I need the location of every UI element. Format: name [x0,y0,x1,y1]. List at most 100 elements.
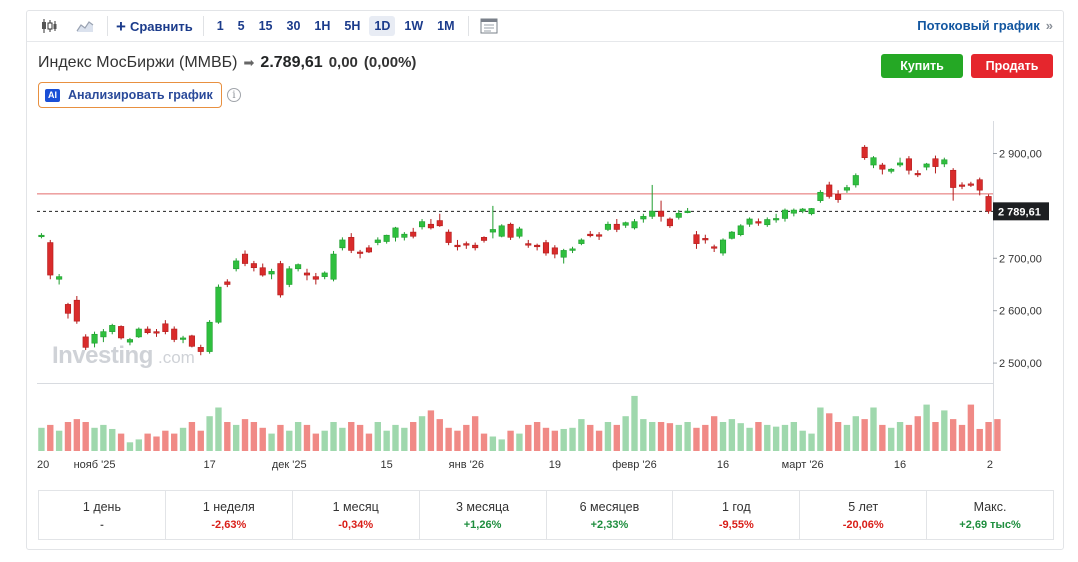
volume-bar [135,439,142,451]
candle-body [392,227,399,238]
volume-bar [764,424,771,451]
candle-body [773,218,780,221]
interval-button-15[interactable]: 15 [258,19,273,33]
volume-bar [719,422,727,451]
candle-body [303,272,311,276]
interval-button-1h[interactable]: 1H [314,19,331,33]
y-tick-label: 2 700,00 [999,253,1042,265]
candle-body [843,187,850,191]
candle-body [755,221,762,224]
volume-bar [55,430,63,451]
x-tick-label: март '26 [782,459,824,471]
candle-body [923,163,930,168]
period-cell[interactable]: 1 неделя -2,63% [166,491,293,539]
period-cell[interactable]: 5 лет -20,06% [800,491,928,539]
volume-bar [171,433,178,451]
volume-bar [224,422,231,451]
candle-body [870,157,877,166]
candle-body [746,218,753,225]
candle-body [985,196,992,212]
volume-bar [710,416,718,451]
candle-body [277,263,284,296]
volume-bar [746,427,753,451]
candle-body [551,247,558,255]
instrument-name: Индекс МосБиржи (MMBБ) [38,54,238,71]
volume-bar [941,410,948,451]
period-label: 3 месяца [456,499,510,514]
period-value: - [100,518,104,531]
volume-bar [250,422,258,451]
volume-bar [348,422,355,451]
period-value: -2,63% [211,518,247,531]
sell-button[interactable]: Продать [971,54,1053,78]
analyze-chart-button[interactable]: AI Анализировать график [38,82,222,108]
info-icon[interactable]: i [227,88,241,102]
interval-button-1w[interactable]: 1W [404,19,424,33]
volume-bar [684,422,691,451]
candle-body [622,222,629,226]
candle-body [162,323,169,332]
volume-bar [339,427,346,451]
interval-button-30[interactable]: 30 [286,19,301,33]
x-tick-label: дек '25 [272,459,307,471]
candle-body [374,239,381,243]
plus-icon: + [116,16,126,36]
candle-body [135,328,142,338]
volume-bar [649,422,656,451]
volume-bar [259,427,266,451]
candle-body [180,337,187,340]
period-cell[interactable]: 6 месяцев +2,33% [547,491,674,539]
period-cell[interactable]: 3 месяца +1,26% [420,491,547,539]
period-label: 5 лет [848,499,879,514]
volume-bar [471,416,479,451]
candlestick-icon[interactable] [39,17,59,35]
compare-button[interactable]: + Сравнить [116,18,193,35]
volume-bar [480,433,488,451]
candle-body [47,242,54,276]
candle-body [91,333,98,344]
candle-body [489,229,496,233]
volume-bar [38,427,45,451]
volume-bar [604,422,612,451]
interval-button-5[interactable]: 5 [237,19,245,33]
volume-bar [932,422,939,451]
candle-body [879,164,886,170]
period-cell[interactable]: Макс. +2,69 тыс% [927,491,1053,539]
period-label: 1 месяц [332,499,379,514]
candle-body [286,268,293,285]
candle-body [259,267,266,276]
candle-body [569,248,576,251]
volume-bar [834,422,842,451]
interval-button-1d[interactable]: 1D [369,16,396,36]
volume-bar [321,430,328,451]
buy-button[interactable]: Купить [881,54,963,78]
candle-body [666,218,673,227]
volume-bar [294,422,302,451]
interval-button-1m[interactable]: 1M [437,19,455,33]
investing-watermark: Investing [52,342,153,369]
interval-button-1[interactable]: 1 [216,19,224,33]
settings-panel-icon[interactable] [479,17,499,35]
volume-bar [126,442,134,451]
interval-button-5h[interactable]: 5H [344,19,361,33]
volume-bar [967,404,975,451]
volume-bar [852,416,859,451]
volume-bar [489,436,497,451]
streaming-chart-link[interactable]: Потоковый график » [917,18,1053,33]
volume-bar [197,430,204,451]
period-cell[interactable]: 1 год -9,55% [673,491,801,539]
candle-body [295,264,302,270]
volume-bar [595,430,603,451]
candle-body [613,223,620,230]
period-cell[interactable]: 1 день - [39,491,166,539]
volume-bar [82,422,89,451]
candle-body [365,247,372,253]
candle-body [357,251,364,254]
candle-body [454,244,461,248]
candle-body [436,220,443,227]
period-cell[interactable]: 1 месяц -0,34% [293,491,420,539]
volume-bar [241,419,249,451]
area-chart-icon[interactable] [75,17,95,35]
volume-bar [843,424,851,451]
